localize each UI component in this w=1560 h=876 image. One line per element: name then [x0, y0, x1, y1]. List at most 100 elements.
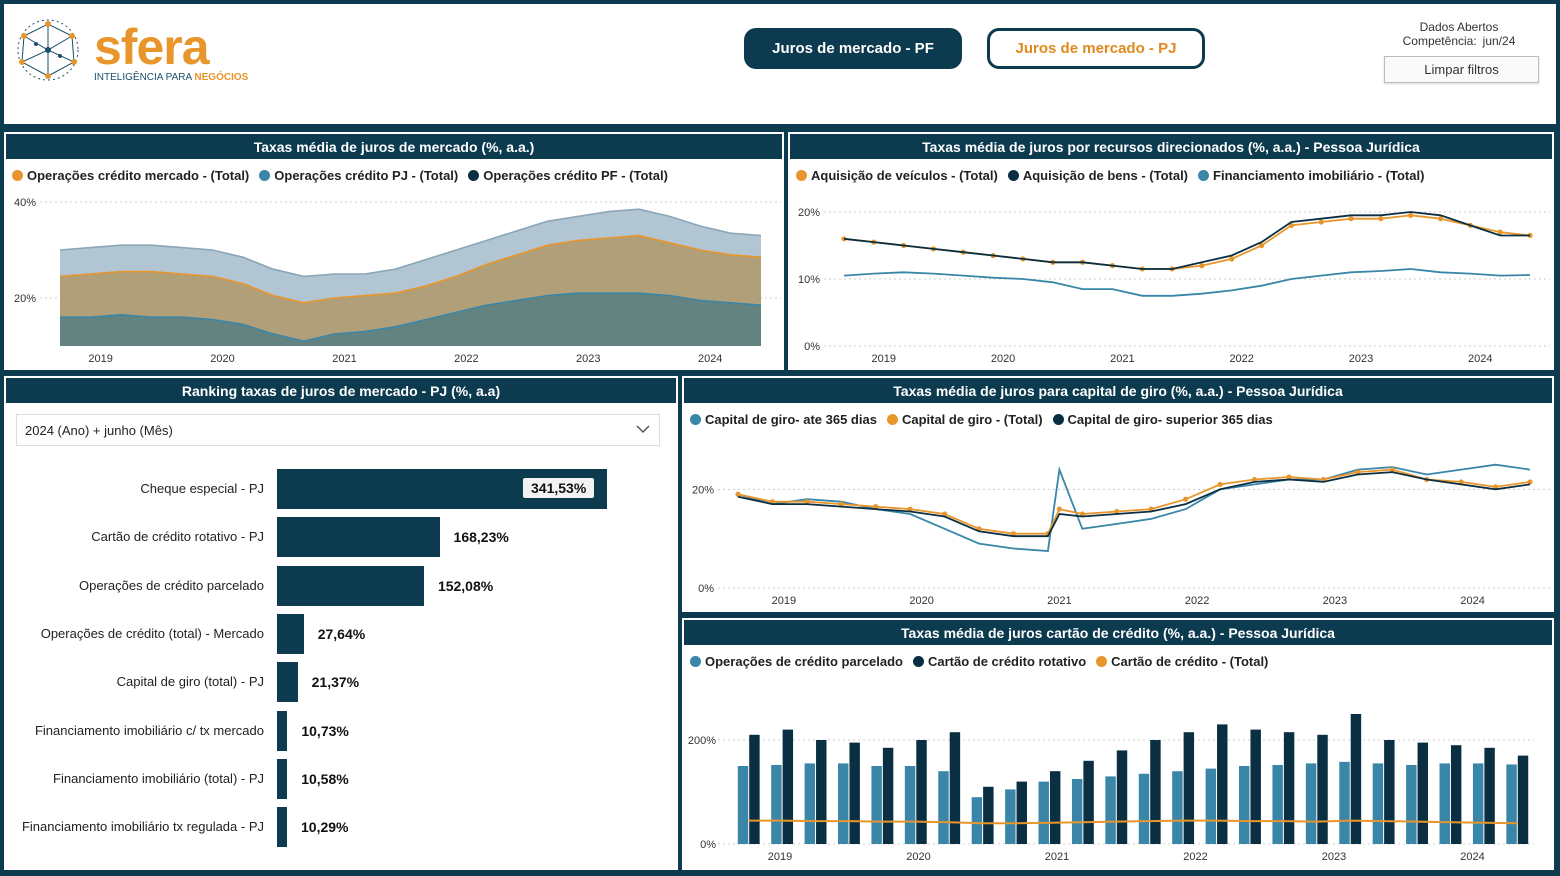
- sfera-logo: sfera INTELIGÊNCIA PARA NEGÓCIOS: [12, 14, 252, 94]
- bar-rotativo: [1250, 729, 1261, 844]
- period-dropdown[interactable]: 2024 (Ano) + junho (Mês): [16, 414, 660, 446]
- legend-item[interactable]: Capital de giro - (Total): [886, 412, 1043, 427]
- bar-parcelado: [1138, 773, 1150, 844]
- x-tick-label: 2019: [768, 851, 792, 863]
- ranking-row[interactable]: Capital de giro (total) - PJ 21,37%: [4, 662, 674, 703]
- line-chart-working-capital: 0% 20% 2019 2020 2021 2022 2023 2024: [692, 463, 1550, 607]
- legend-item[interactable]: Aquisição de bens - (Total): [1007, 168, 1188, 183]
- ranking-row[interactable]: Financiamento imobiliário tx regulada - …: [4, 807, 674, 848]
- panel-title: Taxas média de juros cartão de crédito (…: [684, 620, 1552, 645]
- bar-rotativo: [983, 786, 994, 844]
- series-line: [59, 208, 762, 278]
- data-point: [1348, 216, 1354, 222]
- data-point: [1355, 469, 1361, 475]
- ranking-value-label: 21,37%: [311, 674, 360, 691]
- series-line: [59, 234, 762, 304]
- legend-item[interactable]: Cartão de crédito rotativo: [912, 654, 1086, 669]
- legend-item[interactable]: Cartão de crédito - (Total): [1096, 654, 1268, 669]
- x-tick-label: 2021: [332, 353, 356, 365]
- legend-item[interactable]: Capital de giro- superior 365 dias: [1052, 412, 1273, 427]
- bar-rotativo: [782, 729, 794, 844]
- legend-dot: [690, 414, 701, 425]
- legend-item[interactable]: Financiamento imobiliário - (Total): [1198, 168, 1424, 183]
- legend-item[interactable]: Aquisição de veículos - (Total): [796, 168, 998, 183]
- data-point: [841, 236, 847, 242]
- bar-rotativo: [1484, 747, 1495, 844]
- legend-item[interactable]: Operações crédito PJ - (Total): [259, 168, 458, 183]
- series-line: [843, 268, 1531, 297]
- x-tick-label: 2022: [1185, 595, 1209, 607]
- logo-text: sfera: [94, 19, 210, 75]
- series-line: [843, 214, 1531, 270]
- y-tick-label: 40%: [14, 197, 36, 209]
- bar-rotativo: [1150, 740, 1161, 844]
- ranking-label: Cheque especial - PJ: [140, 481, 264, 496]
- legend-item[interactable]: Operações crédito mercado - (Total): [12, 168, 249, 183]
- y-tick-label: 0%: [804, 341, 820, 353]
- data-point: [735, 491, 741, 497]
- ranking-bar[interactable]: [277, 710, 288, 751]
- logo-tagline: INTELIGÊNCIA PARA NEGÓCIOS: [94, 72, 249, 83]
- ranking-row[interactable]: Cartão de crédito rotativo - PJ 168,23%: [4, 517, 674, 558]
- data-point: [1286, 474, 1292, 480]
- x-tick-label: 2019: [772, 595, 796, 607]
- data-point: [1288, 222, 1294, 228]
- y-tick-label: 20%: [798, 207, 820, 219]
- chart-legend: Capital de giro- ate 365 dias Capital de…: [690, 412, 1273, 427]
- ranking-bar[interactable]: [277, 613, 304, 654]
- data-point: [1492, 484, 1499, 490]
- ranking-value-label: 27,64%: [317, 625, 366, 642]
- legend-dot: [12, 170, 23, 181]
- bar-parcelado: [938, 771, 949, 844]
- nav-button-pf[interactable]: Juros de mercado - PF: [744, 28, 962, 69]
- data-point: [1229, 256, 1235, 262]
- x-tick-label: 2020: [991, 353, 1015, 365]
- x-tick-label: 2022: [1229, 353, 1253, 365]
- ranking-bar[interactable]: [277, 758, 288, 799]
- bar-parcelado: [1172, 771, 1183, 844]
- legend-dot: [468, 170, 480, 181]
- bar-rotativo: [1049, 771, 1061, 844]
- bar-parcelado: [904, 766, 916, 844]
- panel-title: Taxas média de juros por recursos direci…: [790, 134, 1552, 159]
- bar-rotativo: [1450, 745, 1462, 844]
- bar-rotativo: [1350, 714, 1362, 844]
- ranking-bar[interactable]: [277, 807, 287, 848]
- x-tick-label: 2023: [576, 353, 600, 365]
- x-tick-label: 2022: [1183, 851, 1207, 863]
- y-tick-label: 20%: [692, 484, 714, 496]
- data-point: [1217, 481, 1223, 487]
- ranking-bar[interactable]: [277, 517, 440, 558]
- bar-rotativo: [949, 732, 961, 844]
- combo-chart-credit-card: 0% 200% 2019 2020 2021 2022 2023 2024: [688, 714, 1534, 863]
- data-point: [1378, 216, 1384, 222]
- ranking-row[interactable]: Financiamento imobiliário (total) - PJ 10…: [4, 758, 674, 799]
- series-line-total: [748, 819, 1518, 825]
- data-source-info: Dados Abertos Competência: jun/24: [1394, 20, 1524, 48]
- y-tick-label: 20%: [14, 293, 36, 305]
- series-line: [737, 468, 1531, 535]
- clear-filters-button[interactable]: Limpar filtros: [1384, 56, 1539, 83]
- ranking-row[interactable]: Financiamento imobiliário c/ tx mercado 1…: [4, 710, 674, 751]
- ranking-bar[interactable]: [277, 662, 298, 703]
- data-point: [1251, 476, 1258, 483]
- ranking-bar[interactable]: [277, 565, 424, 606]
- ranking-row[interactable]: Cheque especial - PJ 341,53%: [4, 469, 674, 509]
- x-tick-label: 2024: [698, 353, 722, 365]
- ranking-row[interactable]: Operações de crédito parcelado 152,08%: [4, 565, 674, 606]
- x-tick-label: 2019: [872, 353, 896, 365]
- ranking-row[interactable]: Operações de crédito (total) - Mercado 27…: [4, 613, 674, 654]
- nav-button-pj[interactable]: Juros de mercado - PJ: [987, 28, 1205, 69]
- data-point: [942, 511, 948, 517]
- legend-item[interactable]: Operações de crédito parcelado: [690, 654, 903, 669]
- legend-item[interactable]: Operações crédito PF - (Total): [468, 168, 668, 183]
- bar-rotativo: [882, 747, 894, 844]
- x-tick-label: 2023: [1323, 595, 1347, 607]
- bar-parcelado: [1339, 761, 1350, 844]
- series-line: [60, 292, 762, 343]
- legend-dot: [912, 656, 924, 667]
- data-point: [1497, 229, 1503, 235]
- legend-item[interactable]: Capital de giro- ate 365 dias: [690, 412, 877, 427]
- competencia-value: jun/24: [1482, 34, 1516, 48]
- data-point: [1010, 531, 1017, 537]
